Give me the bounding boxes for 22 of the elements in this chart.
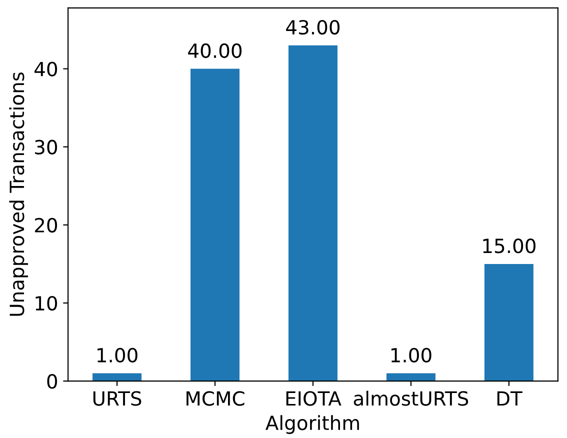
y-tick-label: 40 — [34, 62, 58, 76]
y-tick-label: 30 — [35, 140, 58, 155]
bar — [288, 45, 338, 382]
y-axis-title: Unapproved Transactions — [9, 72, 28, 316]
bar — [386, 373, 436, 382]
x-tick-label: MCMC — [186, 391, 244, 406]
bar — [190, 68, 240, 382]
y-tick-label: 10 — [36, 296, 58, 311]
x-tick-label: almostURTS — [354, 390, 468, 406]
x-tick-label: DT — [497, 391, 522, 406]
x-tick-label: EIOTA — [286, 391, 342, 406]
y-tick-label: 20 — [35, 218, 58, 233]
x-axis-title: Algorithm — [266, 415, 359, 434]
data-label: 15.00 — [483, 238, 536, 254]
y-tick-label: 0 — [47, 374, 58, 389]
data-label: 43.00 — [286, 20, 340, 35]
bar — [484, 264, 534, 382]
bar — [92, 373, 142, 382]
data-label: 40.00 — [188, 43, 242, 58]
x-tick-label: URTS — [93, 391, 142, 406]
data-label: 1.00 — [391, 348, 432, 363]
data-label: 1.00 — [98, 348, 138, 363]
